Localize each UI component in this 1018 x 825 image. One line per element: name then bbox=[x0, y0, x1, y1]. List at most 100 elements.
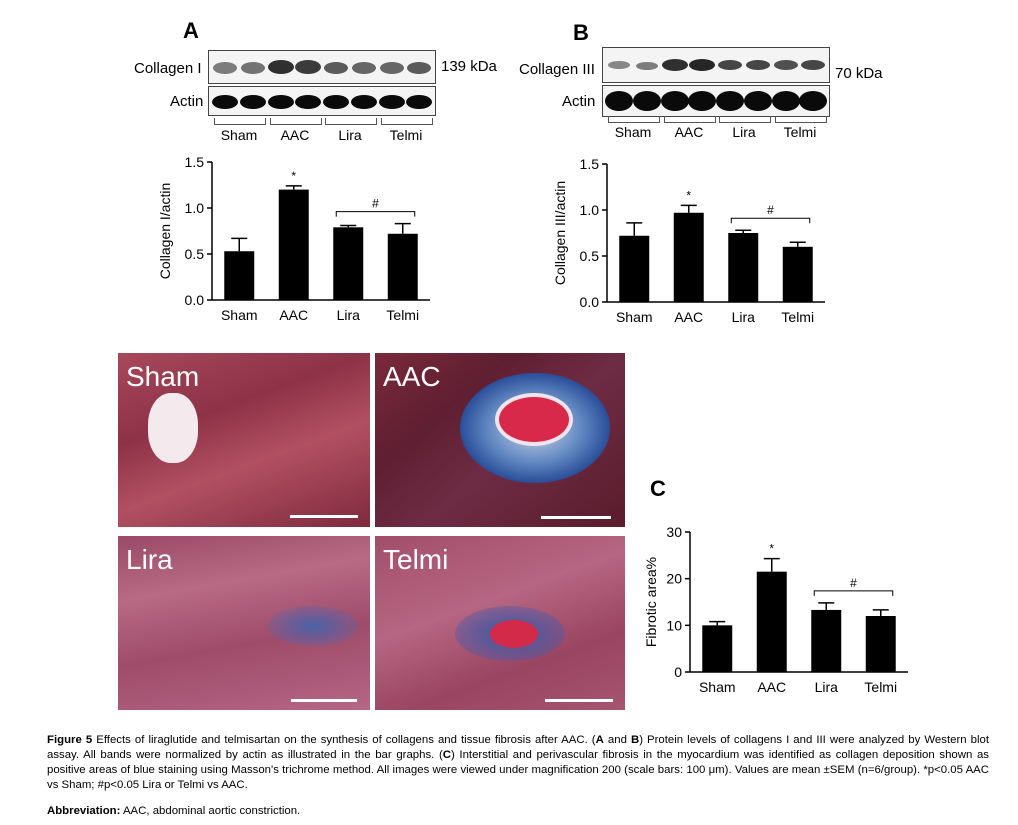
bar bbox=[756, 571, 787, 672]
x-tick-label: Sham bbox=[221, 307, 258, 323]
blot-b-group-sham: Sham bbox=[614, 124, 652, 140]
blot-a-bracket-aac bbox=[270, 118, 322, 125]
significance-star: * bbox=[686, 188, 691, 202]
blot-b-bracket-aac bbox=[664, 116, 716, 123]
caption-text-1: Effects of liraglutide and telmisartan o… bbox=[92, 734, 596, 746]
blot-b-actin-strip bbox=[602, 85, 830, 117]
blot-a-bracket-sham bbox=[214, 118, 266, 125]
y-tick-label: 10 bbox=[666, 617, 682, 633]
y-tick-label: 1.5 bbox=[580, 156, 600, 172]
chart-collagen-iii: 0.0 0.5 1.0 1.5 Collagen III/actin Sham AAC Lir… bbox=[552, 156, 825, 325]
y-tick-label: 20 bbox=[666, 571, 682, 587]
abbreviation-label: Abbreviation: bbox=[47, 805, 121, 817]
chart-collagen-i: 0.0 0.5 1.0 1.5 Collagen I/actin Sham AAC Lira T… bbox=[157, 154, 430, 323]
bar bbox=[865, 616, 896, 672]
scale-bar bbox=[541, 516, 611, 519]
bar bbox=[728, 233, 759, 302]
significance-star: * bbox=[291, 169, 296, 183]
vessel-lumen bbox=[148, 393, 198, 463]
blot-a-actin-strip bbox=[208, 86, 436, 116]
blot-b-actin-label: Actin bbox=[562, 93, 596, 110]
caption-text-2: and bbox=[603, 734, 631, 746]
micrograph-sham-label: Sham bbox=[126, 361, 200, 392]
caption-panel-c: C bbox=[442, 749, 451, 761]
y-tick-label: 0 bbox=[674, 664, 682, 680]
panel-b-letter: B bbox=[573, 20, 589, 45]
blot-a-group-aac: AAC bbox=[280, 127, 310, 143]
y-axis-label: Collagen I/actin bbox=[157, 183, 173, 280]
x-tick-label: Lira bbox=[732, 309, 756, 325]
scale-bar bbox=[291, 699, 357, 702]
bar bbox=[673, 212, 704, 302]
x-tick-label: Telmi bbox=[864, 679, 897, 695]
caption-panel-a: A bbox=[595, 734, 604, 746]
y-tick-label: 0.5 bbox=[580, 248, 600, 264]
bar bbox=[333, 227, 364, 300]
caption-text-4: ) Interstitial and perivascular fibrosis… bbox=[47, 749, 989, 791]
blot-a-collagen-strip bbox=[208, 50, 436, 84]
vessel-lumen bbox=[495, 393, 573, 446]
x-tick-label: Sham bbox=[616, 309, 653, 325]
blot-a-bracket-telmi bbox=[381, 118, 433, 125]
blot-a-group-sham: Sham bbox=[220, 127, 258, 143]
x-tick-label: Sham bbox=[699, 679, 736, 695]
bar bbox=[619, 235, 650, 302]
chart-fibrotic-area: 0 10 20 30 Fibrotic area% Sham AAC Lira Telmi * # bbox=[643, 524, 908, 695]
micrograph-telmi-label: Telmi bbox=[383, 544, 449, 575]
vessel-lumen bbox=[490, 620, 538, 648]
blot-b-bracket-lira bbox=[719, 116, 771, 123]
panel-a-letter: A bbox=[183, 18, 199, 43]
x-tick-label: Lira bbox=[815, 679, 839, 695]
y-tick-label: 1.0 bbox=[580, 202, 600, 218]
scale-bar bbox=[545, 699, 613, 702]
abbreviation-note: Abbreviation: AAC, abdominal aortic cons… bbox=[47, 804, 989, 819]
significance-bracket bbox=[335, 211, 416, 217]
caption-figure-label: Figure 5 bbox=[47, 734, 93, 746]
y-tick-label: 1.0 bbox=[185, 200, 205, 216]
blot-b-group-aac: AAC bbox=[674, 124, 704, 140]
abbreviation-text: AAC, abdominal aortic constriction. bbox=[120, 805, 301, 817]
panel-c-letter: C bbox=[650, 476, 666, 501]
blot-b-collagen-strip bbox=[602, 47, 830, 83]
blot-a-kda: 139 kDa bbox=[441, 58, 497, 75]
bar bbox=[387, 233, 418, 300]
significance-hash: # bbox=[372, 197, 379, 211]
bar bbox=[224, 251, 255, 300]
micrograph-lira: Lira bbox=[118, 536, 370, 710]
blot-a-bracket-lira bbox=[325, 118, 377, 125]
figure-caption: Figure 5 Effects of liraglutide and telm… bbox=[47, 733, 989, 793]
blot-a-collagen-label: Collagen I bbox=[134, 60, 202, 77]
blot-b-collagen-bands bbox=[608, 59, 825, 71]
blot-b-group-lira: Lira bbox=[732, 124, 756, 140]
blot-a-group-lira: Lira bbox=[338, 127, 362, 143]
x-tick-label: AAC bbox=[757, 679, 786, 695]
y-axis-label: Collagen III/actin bbox=[552, 181, 568, 285]
y-axis-label: Fibrotic area% bbox=[643, 557, 659, 647]
micrograph-aac-label: AAC bbox=[383, 361, 441, 392]
y-tick-label: 30 bbox=[666, 524, 682, 540]
bar bbox=[811, 609, 842, 672]
x-tick-label: AAC bbox=[674, 309, 703, 325]
bar bbox=[782, 246, 813, 302]
bar bbox=[702, 625, 733, 672]
fibrosis-region bbox=[268, 606, 358, 646]
micrograph-aac: AAC bbox=[375, 353, 625, 527]
blot-b-kda: 70 kDa bbox=[835, 65, 883, 82]
x-tick-label: AAC bbox=[279, 307, 308, 323]
scale-bar bbox=[290, 515, 358, 518]
micrograph-sham: Sham bbox=[118, 353, 370, 527]
blot-b-bracket-sham bbox=[608, 116, 660, 123]
y-tick-label: 0.5 bbox=[185, 246, 205, 262]
micrograph-lira-label: Lira bbox=[126, 544, 173, 575]
significance-star: * bbox=[769, 542, 774, 556]
y-tick-label: 1.5 bbox=[185, 154, 205, 170]
caption-panel-b: B bbox=[630, 734, 640, 746]
blot-a-collagen-bands bbox=[213, 60, 431, 74]
significance-bracket bbox=[730, 217, 811, 224]
caption-text-3: ) Protein levels of collagens I and III … bbox=[47, 734, 989, 761]
significance-bracket bbox=[813, 590, 894, 596]
x-tick-label: Lira bbox=[337, 307, 361, 323]
blot-b-collagen-label: Collagen III bbox=[519, 61, 595, 78]
blot-b-group-telmi: Telmi bbox=[783, 124, 817, 140]
blot-b-bracket-telmi bbox=[775, 116, 827, 123]
